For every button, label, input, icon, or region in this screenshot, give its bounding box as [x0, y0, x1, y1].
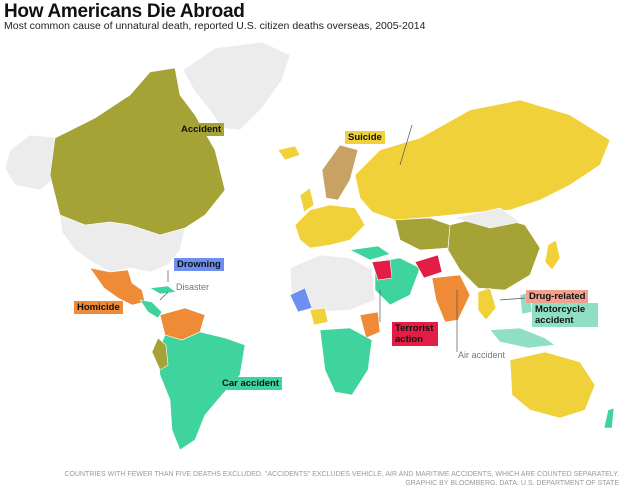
region-turkey: [349, 245, 391, 261]
region-afghanistan: [414, 254, 443, 279]
label-accident: Accident: [178, 123, 225, 136]
region-nigeria: [309, 307, 329, 326]
label-motorcycle-accident: Motorcycle accident: [532, 303, 598, 327]
region-mexico: [89, 267, 146, 306]
region-iceland: [277, 145, 301, 161]
region-scandinavia: [321, 144, 359, 201]
label-disaster: Disaster: [176, 282, 210, 292]
region-europe: [294, 204, 366, 249]
footer-note: COUNTRIES WITH FEWER THAN FIVE DEATHS EX…: [64, 471, 619, 478]
region-mongolia: [454, 207, 521, 229]
region-australia: [509, 351, 596, 419]
label-homicide: Homicide: [74, 301, 123, 314]
region-thailand: [477, 287, 497, 321]
label-car-accident: Car accident: [219, 377, 283, 390]
region-south-america: [157, 331, 246, 451]
region-russia: [354, 99, 611, 221]
label-drug-related: Drug-related: [526, 290, 589, 303]
region-central-america: [139, 299, 163, 319]
region-greenland: [182, 41, 291, 131]
region-japan: [544, 239, 561, 271]
label-drowning: Drowning: [174, 258, 224, 271]
region-southern-africa: [319, 327, 373, 396]
region-east-africa: [359, 311, 381, 339]
region-mali: [289, 287, 313, 313]
footer-credit: GRAPHIC BY BLOOMBERG. DATA: U.S. DEPARTM…: [405, 480, 619, 487]
map-title: How Americans Die Abroad: [4, 1, 245, 22]
label-suicide: Suicide: [345, 131, 385, 144]
label-air-accident: Air accident: [458, 350, 506, 360]
label-terrorist-action: Terrorist action: [392, 322, 438, 346]
region-peru: [151, 337, 169, 371]
region-usa: [59, 214, 186, 273]
map-subtitle: Most common cause of unnatural death, re…: [4, 20, 426, 32]
region-alaska: [4, 134, 61, 191]
region-new-zealand: [603, 407, 615, 429]
region-india: [431, 274, 471, 323]
world-map: [4, 41, 615, 451]
region-cuba: [149, 285, 177, 295]
region-iraq: [371, 259, 393, 281]
region-uk: [299, 187, 315, 213]
region-central-asia: [394, 217, 451, 251]
region-indonesia: [489, 327, 556, 349]
